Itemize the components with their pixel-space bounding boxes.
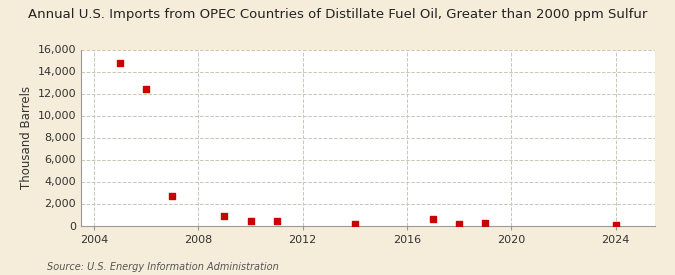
Point [350, 222, 360, 227]
Point [219, 213, 230, 218]
Text: Source: U.S. Energy Information Administration: Source: U.S. Energy Information Administ… [47, 262, 279, 272]
Text: Annual U.S. Imports from OPEC Countries of Distillate Fuel Oil, Greater than 200: Annual U.S. Imports from OPEC Countries … [28, 8, 647, 21]
Point [454, 222, 464, 227]
Point [271, 218, 282, 223]
Point [428, 217, 439, 221]
Point [167, 194, 178, 198]
Point [141, 87, 152, 91]
Point [480, 221, 491, 226]
Point [115, 60, 126, 65]
Point [610, 223, 621, 227]
Point [245, 218, 256, 223]
Y-axis label: Thousand Barrels: Thousand Barrels [20, 86, 33, 189]
